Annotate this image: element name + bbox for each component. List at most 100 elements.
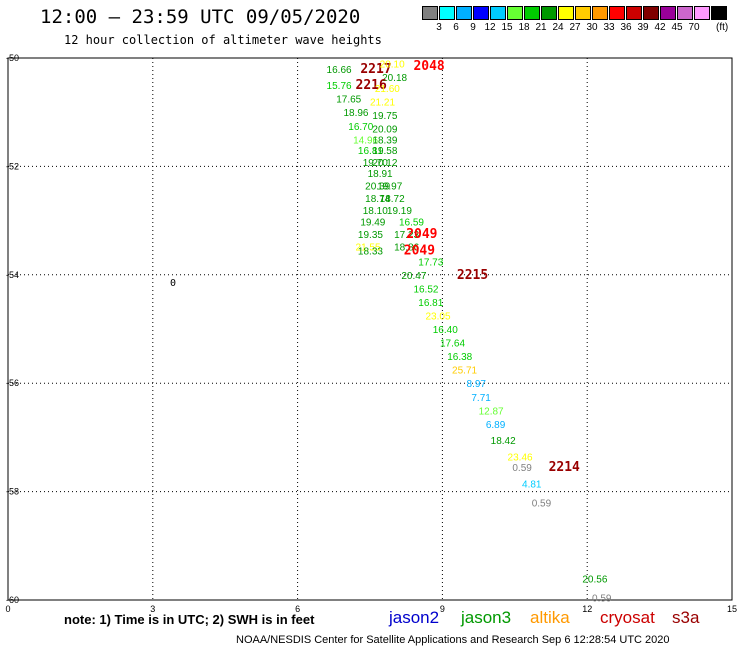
legend-swatch (524, 6, 540, 20)
x-tick-label: 0 (5, 604, 10, 614)
wave-height-value: 19.70 (363, 158, 388, 169)
y-tick-label: -50 (6, 53, 19, 63)
wave-height-value: 16.66 (327, 65, 352, 76)
y-tick-label: -52 (6, 161, 19, 171)
wave-height-value: 19.49 (360, 218, 385, 229)
x-tick-label: 9 (440, 604, 445, 614)
wave-height-value: 20.12 (372, 158, 397, 169)
y-tick-label: -58 (6, 487, 19, 497)
wave-height-value: 4.81 (522, 479, 542, 490)
wave-height-value: 19.58 (372, 146, 397, 157)
wave-height-value: 20.56 (582, 574, 607, 585)
legend-swatch (575, 6, 591, 20)
legend-label: 12 (484, 22, 496, 33)
legend-swatch (558, 6, 574, 20)
pass-time-label: 2216 (356, 78, 387, 93)
wave-height-value: 18.91 (368, 169, 393, 180)
pass-time-label: 2215 (457, 268, 488, 283)
y-tick-label: -56 (6, 378, 19, 388)
satellite-altika: altika (530, 608, 570, 627)
wave-height-value: 19.97 (377, 181, 402, 192)
legend-label: 21 (535, 22, 547, 33)
wave-height-value: 14.96 (353, 135, 378, 146)
legend-swatch (422, 6, 438, 20)
wave-height-value: 23.05 (426, 311, 451, 322)
wave-height-value: 16.81 (358, 146, 383, 157)
chart-subtitle: 12 hour collection of altimeter wave hei… (64, 33, 382, 47)
grid-lines (8, 58, 732, 600)
wave-height-value: 19.35 (358, 230, 383, 241)
legend-swatch (694, 6, 710, 20)
satellite-jason2: jason2 (389, 608, 440, 627)
wave-height-value: 18.72 (380, 194, 405, 205)
legend-label: 9 (470, 22, 476, 33)
wave-height-value: 18.96 (343, 108, 368, 119)
footer-note: note: 1) Time is in UTC; 2) SWH is in fe… (64, 612, 315, 627)
map-contour-label: 0 (170, 278, 176, 289)
wave-height-value: 16.70 (348, 122, 373, 133)
legend-unit: (ft) (716, 22, 729, 33)
plot-border (7, 57, 733, 601)
pass-time-label: 2048 (413, 59, 444, 74)
legend-swatch (456, 6, 472, 20)
x-tick-label: 12 (582, 604, 592, 614)
wave-height-value: 19.19 (387, 206, 412, 217)
wave-height-value: 16.38 (447, 352, 472, 363)
wave-height-value: 16.40 (433, 325, 458, 336)
legend-swatch (507, 6, 523, 20)
wave-height-value: 21.21 (370, 97, 395, 108)
legend-swatch (490, 6, 506, 20)
wave-height-value: 19.75 (372, 111, 397, 122)
satellite-s3a: s3a (672, 608, 700, 627)
legend-swatch (660, 6, 676, 20)
pass-time-label: 2214 (549, 460, 580, 475)
wave-height-value: 18.39 (372, 135, 397, 146)
pass-time-label: 2049 (406, 227, 437, 242)
legend-label: 27 (569, 22, 581, 33)
wave-height-value: 0.59 (532, 498, 552, 509)
coastline: 0 (170, 278, 176, 289)
wave-height-value: 18.42 (491, 436, 516, 447)
wave-height-value: 16.59 (399, 218, 424, 229)
legend-label: 18 (518, 22, 530, 33)
pass-time-label: 2217 (360, 62, 391, 77)
legend-swatch (677, 6, 693, 20)
legend-swatch (541, 6, 557, 20)
wave-height-value: 20.09 (372, 124, 397, 135)
satellite-jason3: jason3 (461, 608, 512, 627)
wave-height-value: 17.73 (418, 257, 443, 268)
wave-height-value: 12.87 (479, 406, 504, 417)
footer-credit: NOAA/NESDIS Center for Satellite Applica… (236, 634, 670, 646)
plot-frame (7, 57, 733, 601)
legend-label: 33 (603, 22, 615, 33)
legend-label: 42 (654, 22, 666, 33)
legend-label: 70 (688, 22, 700, 33)
pass-time-label: 2049 (404, 243, 435, 258)
wave-height-value: 23.46 (508, 452, 533, 463)
wave-height-value: 18.33 (358, 246, 383, 257)
legend-label: 36 (620, 22, 632, 33)
wave-height-value: 25.71 (452, 366, 477, 377)
legend-label: 3 (436, 22, 442, 33)
legend-swatch (439, 6, 455, 20)
wave-height-value: 16.81 (418, 298, 443, 309)
wave-height-value: 20.18 (382, 73, 407, 84)
satellite-cryosat: cryosat (600, 608, 655, 627)
legend-swatch (711, 6, 727, 20)
wave-height-value: 6.89 (486, 420, 506, 431)
legend-swatch (643, 6, 659, 20)
wave-height-value: 17.65 (336, 95, 361, 106)
legend-label: 15 (501, 22, 513, 33)
y-tick-label: -60 (6, 595, 19, 605)
wave-height-value: 8.97 (467, 379, 487, 390)
axis-ticks: 0 3 6 9 12 15 -50 -52 -54 -56 -58 -60 (5, 53, 737, 614)
legend-swatch (592, 6, 608, 20)
legend-label: 39 (637, 22, 649, 33)
wave-height-value: 17.23 (394, 230, 419, 241)
wave-height-value: 20.10 (380, 59, 405, 70)
wave-height-value: 21.60 (375, 84, 400, 95)
chart-title: 12:00 – 23:59 UTC 09/05/2020 (40, 6, 361, 28)
wave-height-value: 16.52 (413, 284, 438, 295)
wave-height-value: 18.86 (394, 243, 419, 254)
